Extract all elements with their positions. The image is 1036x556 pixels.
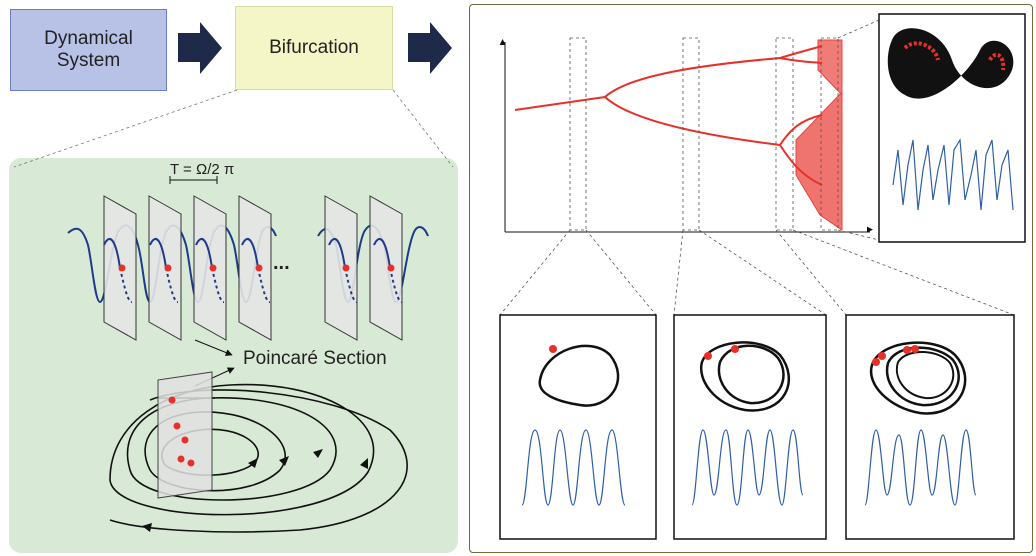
inset-chaos (878, 13, 1026, 243)
bifurcation-diagram (499, 19, 1015, 316)
bifurcation-box: Bifurcation (235, 6, 393, 90)
poincare-section-label: Poincaré Section (243, 348, 387, 369)
dynamical-system-label: Dynamical System (44, 28, 133, 71)
bifurcation-label: Bifurcation (269, 37, 359, 58)
ellipsis-label: ... (273, 252, 290, 274)
dynamical-system-box: Dynamical System (10, 9, 167, 91)
flow-arrow-1 (178, 22, 222, 74)
inset-period-1 (499, 314, 657, 540)
trajectory-group (109, 383, 408, 533)
period-label: T = Ω/2 π (170, 161, 235, 178)
bifurcation-panel (469, 4, 1033, 553)
inset-period-2 (673, 314, 827, 540)
flow-arrow-2 (408, 22, 452, 74)
poincare-sheets-group (67, 176, 429, 341)
inset-period-4 (845, 314, 1015, 540)
